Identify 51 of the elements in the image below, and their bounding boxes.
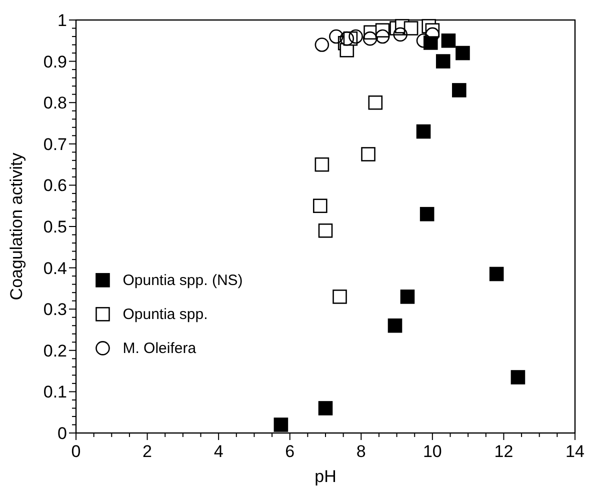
x-tick-label: 6 <box>285 442 295 461</box>
legend-label: M. Oleifera <box>122 340 197 358</box>
x-tick-label: 10 <box>422 442 442 461</box>
point <box>340 31 354 46</box>
point <box>348 29 363 44</box>
y-tick-label: 0.8 <box>43 94 67 113</box>
y-tick-label: 0.4 <box>43 258 67 278</box>
legend-label: Opuntia spp. (NS) <box>122 272 243 290</box>
x-tick-label: 12 <box>494 442 514 461</box>
point <box>510 370 526 384</box>
point <box>318 223 333 238</box>
y-tick-label: 0 <box>58 424 67 443</box>
point <box>456 46 470 60</box>
point <box>489 266 504 282</box>
point <box>329 29 344 44</box>
point <box>362 31 378 46</box>
point <box>318 401 333 416</box>
point <box>368 95 383 110</box>
point <box>332 290 347 304</box>
x-axis-title: pH <box>314 467 336 486</box>
point <box>361 147 376 162</box>
y-tick-label: 0.1 <box>43 382 67 402</box>
point <box>274 418 288 432</box>
x-tick-label: 4 <box>214 442 224 461</box>
y-tick-label: 0.9 <box>43 52 67 72</box>
x-tick-label: 2 <box>142 442 152 461</box>
y-tick-label: 0.6 <box>43 176 67 196</box>
y-tick-label: 0.3 <box>43 300 67 320</box>
y-tick-label: 0.2 <box>43 341 67 360</box>
point <box>416 34 431 48</box>
x-tick-label: 0 <box>71 442 81 461</box>
point <box>420 206 434 222</box>
point <box>393 27 408 42</box>
point <box>314 157 330 172</box>
point <box>436 54 450 68</box>
y-axis-title: Coagulation activity <box>7 152 26 300</box>
legend-label: Opuntia spp. <box>122 306 208 324</box>
point <box>452 83 466 98</box>
point <box>400 290 415 304</box>
x-tick-label: 8 <box>356 442 366 461</box>
y-tick-label: 0.5 <box>43 218 67 236</box>
y-tick-label: 0.7 <box>43 134 67 154</box>
x-tick-label: 14 <box>566 442 584 461</box>
point <box>313 198 328 213</box>
point <box>375 29 390 44</box>
point <box>388 318 402 333</box>
point <box>314 38 330 52</box>
point <box>441 34 456 48</box>
y-tick-label: 1 <box>58 11 67 30</box>
point <box>404 21 418 36</box>
point <box>416 124 431 139</box>
